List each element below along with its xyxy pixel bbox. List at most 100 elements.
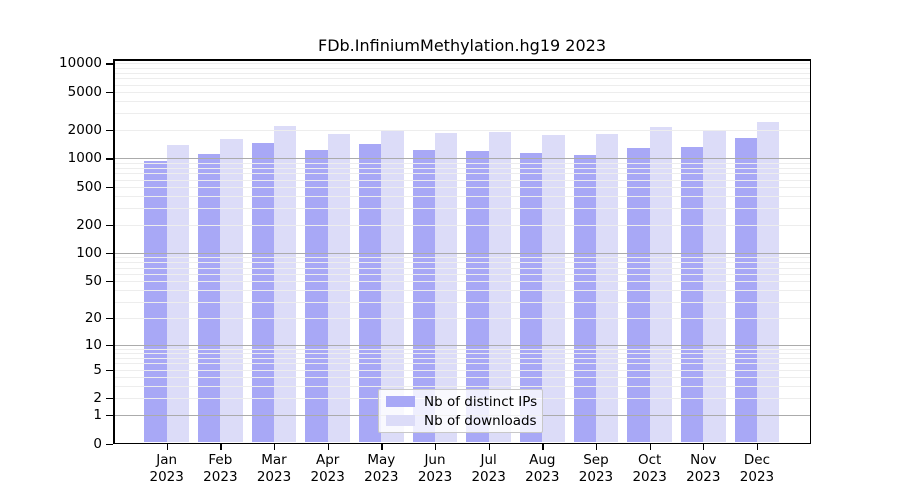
bar-ips-dec bbox=[734, 137, 757, 443]
bar-downloads-may bbox=[381, 129, 404, 443]
gridline-3000 bbox=[114, 113, 810, 115]
gridline-90 bbox=[114, 257, 810, 259]
gridline-500 bbox=[114, 187, 810, 188]
x-tick-label-feb: Feb 2023 bbox=[203, 452, 238, 485]
x-tick-feb bbox=[220, 443, 222, 450]
legend-label-downloads: Nb of downloads bbox=[424, 412, 537, 429]
bar-downloads-sep bbox=[595, 134, 619, 443]
bar-ips-jan bbox=[144, 161, 167, 443]
y-tick-label-5: 5 bbox=[93, 361, 102, 378]
y-tick-1000 bbox=[106, 158, 113, 160]
x-tick-jun bbox=[435, 443, 437, 450]
y-tick-label-200: 200 bbox=[76, 216, 102, 233]
gridline-4000 bbox=[114, 101, 810, 103]
gridline-6000 bbox=[114, 84, 810, 86]
x-tick-label-sep: Sep 2023 bbox=[578, 452, 614, 485]
x-tick-label-oct: Oct 2023 bbox=[632, 452, 667, 485]
y-tick-5 bbox=[106, 369, 113, 371]
x-tick-nov bbox=[703, 443, 705, 450]
y-tick-0 bbox=[106, 443, 113, 445]
bar-ips-feb bbox=[198, 154, 221, 443]
gridline-400 bbox=[114, 196, 810, 198]
x-tick-jul bbox=[488, 443, 490, 450]
bar-downloads-aug bbox=[542, 135, 565, 443]
bar-downloads-jan bbox=[166, 144, 189, 443]
bar-ips-jun bbox=[412, 149, 435, 443]
y-tick-label-20: 20 bbox=[84, 309, 102, 326]
y-tick-label-100: 100 bbox=[76, 245, 102, 262]
bar-ips-oct bbox=[627, 148, 650, 443]
y-tick-label-50: 50 bbox=[84, 273, 102, 290]
x-tick-sep bbox=[595, 443, 598, 450]
y-tick-1 bbox=[106, 414, 113, 417]
gridline-20 bbox=[114, 317, 810, 319]
y-tick-10 bbox=[106, 344, 113, 346]
legend-label-distinct-ips: Nb of distinct IPs bbox=[424, 393, 538, 410]
gridline-100 bbox=[114, 253, 810, 255]
x-tick-label-nov: Nov 2023 bbox=[686, 452, 721, 485]
y-tick-label-5000: 5000 bbox=[67, 84, 102, 101]
y-tick-2 bbox=[106, 398, 113, 400]
x-tick-label-may: May 2023 bbox=[364, 452, 399, 485]
gridline-200 bbox=[114, 224, 810, 226]
bar-downloads-nov bbox=[703, 130, 726, 443]
gridline-7 bbox=[114, 357, 810, 359]
x-tick-may bbox=[381, 443, 383, 450]
bar-downloads-apr bbox=[327, 133, 350, 443]
gridline-5 bbox=[114, 369, 810, 371]
y-tick-100 bbox=[106, 253, 113, 255]
gridline-1000 bbox=[114, 158, 810, 160]
chart-title: FDb.InfiniumMethylation.hg19 2023 bbox=[318, 36, 606, 55]
y-tick-label-0: 0 bbox=[93, 435, 102, 452]
bar-ips-nov bbox=[681, 147, 704, 443]
y-tick-label-500: 500 bbox=[76, 179, 102, 195]
gridline-7000 bbox=[114, 78, 810, 80]
bar-ips-apr bbox=[305, 149, 328, 443]
right-spine bbox=[809, 59, 811, 444]
y-tick-10000 bbox=[106, 63, 113, 65]
bar-ips-mar bbox=[251, 143, 275, 443]
y-tick-2000 bbox=[106, 129, 113, 132]
x-tick-apr bbox=[327, 443, 329, 450]
gridline-70 bbox=[114, 267, 810, 269]
gridline-9 bbox=[114, 348, 810, 350]
legend-swatch-distinct-ips bbox=[386, 396, 415, 407]
gridline-3 bbox=[114, 386, 810, 388]
top-spine bbox=[113, 59, 811, 61]
gridline-300 bbox=[114, 208, 810, 210]
y-tick-label-1: 1 bbox=[93, 406, 102, 423]
y-tick-label-2000: 2000 bbox=[67, 121, 102, 138]
x-tick-dec bbox=[756, 443, 759, 450]
bottom-spine bbox=[113, 442, 811, 444]
x-tick-jan bbox=[166, 443, 168, 450]
x-tick-oct bbox=[649, 443, 651, 450]
legend-swatch-downloads bbox=[386, 415, 415, 426]
gridline-6 bbox=[114, 363, 810, 365]
gridline-10 bbox=[114, 344, 810, 346]
y-tick-20 bbox=[106, 317, 113, 320]
gridline-10000 bbox=[114, 63, 810, 65]
gridline-30 bbox=[114, 301, 810, 303]
y-tick-label-1000: 1000 bbox=[67, 150, 102, 167]
plot-area: Nb of distinct IPs Nb of downloads bbox=[113, 59, 811, 444]
gridline-50 bbox=[114, 281, 810, 283]
gridline-9000 bbox=[114, 67, 810, 69]
bar-downloads-jul bbox=[488, 132, 511, 443]
x-tick-label-jul: Jul 2023 bbox=[471, 452, 506, 485]
x-tick-label-jan: Jan 2023 bbox=[149, 452, 184, 485]
x-tick-aug bbox=[542, 443, 544, 450]
bar-ips-sep bbox=[573, 155, 596, 443]
y-tick-label-2: 2 bbox=[93, 390, 102, 407]
left-spine bbox=[113, 59, 115, 444]
y-tick-5000 bbox=[106, 92, 113, 94]
x-tick-label-apr: Apr 2023 bbox=[310, 452, 345, 485]
x-tick-label-jun: Jun 2023 bbox=[417, 452, 453, 485]
y-tick-50 bbox=[106, 281, 113, 283]
y-tick-500 bbox=[106, 187, 113, 189]
gridline-40 bbox=[114, 290, 810, 292]
gridline-4 bbox=[114, 377, 810, 379]
legend: Nb of distinct IPs Nb of downloads bbox=[378, 389, 543, 433]
x-tick-mar bbox=[274, 443, 276, 450]
y-tick-label-10000: 10000 bbox=[59, 55, 102, 72]
